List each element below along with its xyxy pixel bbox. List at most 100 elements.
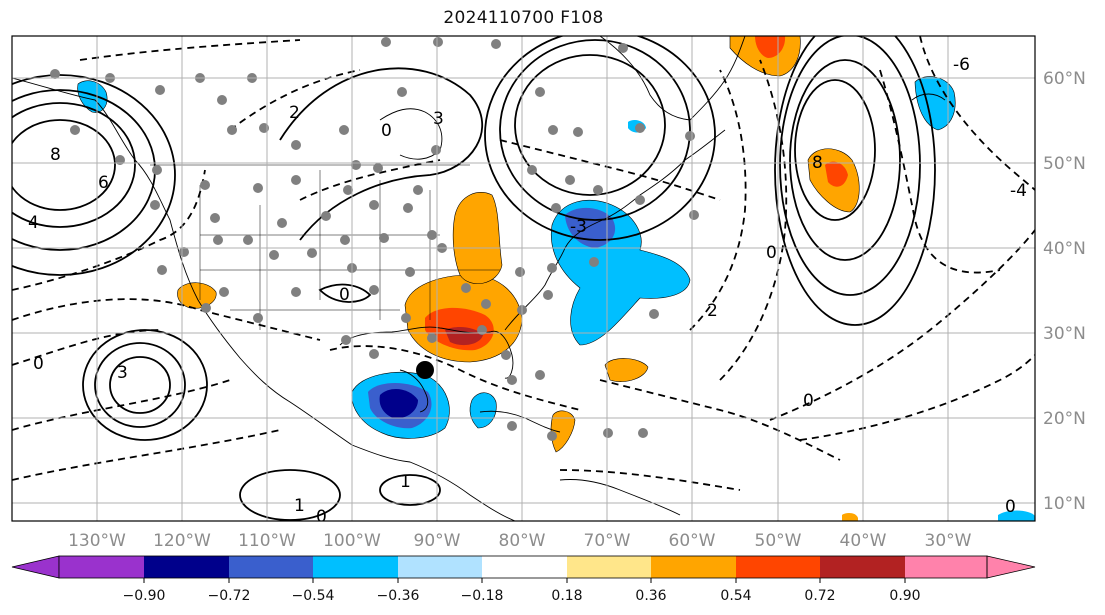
lon-label: 90°W	[414, 531, 461, 551]
colorbar-bin	[820, 556, 905, 578]
contour-canada-2	[499, 39, 691, 221]
dashed-east-6	[919, 36, 1035, 191]
contour-label: 0	[316, 507, 327, 527]
political-borders	[150, 164, 500, 330]
north-america-west-coast	[12, 77, 516, 521]
colorbar-tick-label: −0.36	[377, 588, 420, 604]
iceland	[911, 93, 946, 101]
colorbar-tick-label: −0.90	[123, 588, 166, 604]
latitude-labels: 60°N 50°N 40°N 30°N 20°N 10°N	[1043, 69, 1086, 514]
dashed-north-1	[79, 39, 301, 61]
lon-label: 100°W	[323, 531, 381, 551]
colorbar-bin	[229, 556, 313, 578]
contour-label: 8	[50, 145, 61, 165]
contour-label: 0	[1005, 497, 1016, 517]
contour-label: 6	[98, 173, 109, 193]
lat-label: 30°N	[1043, 324, 1086, 344]
colorbar-tick-label: 0.72	[804, 588, 835, 604]
gulf-coast	[339, 326, 514, 379]
lon-label: 70°W	[584, 531, 631, 551]
contour-label: 8	[812, 153, 823, 173]
dashed-east-3	[769, 229, 1035, 421]
map-title: 2024110700 F108	[443, 8, 604, 28]
height-contours	[12, 36, 936, 521]
colorbar-extend-low	[11, 555, 60, 579]
colorbar-bin	[651, 556, 736, 578]
contour-south-1	[239, 469, 341, 521]
contour-label: 1	[294, 496, 305, 516]
colorbar: −0.90 −0.72 −0.54 −0.36 −0.18 0.18 0.36 …	[11, 555, 1036, 604]
lon-label: 80°W	[499, 531, 546, 551]
positive-anomaly-bottom	[842, 513, 858, 521]
negative-anomaly-gulf-low-core	[379, 388, 418, 419]
dashed-atlantic-1	[599, 379, 841, 461]
contour-label: 0	[381, 121, 392, 141]
dashed-central-2	[229, 69, 361, 131]
contour-label: 1	[400, 472, 411, 492]
colorbar-bin	[482, 556, 567, 578]
yucatan	[399, 369, 429, 413]
contour-label: 2	[707, 301, 718, 321]
contour-atlantic-ridge-2	[789, 59, 901, 261]
lon-label: 110°W	[238, 531, 296, 551]
positive-anomaly-great-lakes	[452, 192, 503, 284]
contour-us-wave-2	[318, 283, 372, 303]
contour-ne-pacific-1	[12, 119, 116, 211]
height-contours-dashed	[12, 36, 1035, 491]
dashed-west-4	[12, 379, 231, 431]
dashed-west-2	[12, 298, 321, 341]
dashed-east-2	[719, 59, 788, 381]
contour-label: 4	[28, 213, 39, 233]
contour-label: 0	[339, 285, 350, 305]
contour-label: 0	[766, 243, 777, 263]
colorbar-tick-label: 0.54	[720, 588, 751, 604]
contour-label: 3	[117, 363, 128, 383]
south-america	[559, 479, 681, 516]
gridlines	[12, 36, 1035, 521]
lat-label: 20°N	[1043, 409, 1086, 429]
dashed-east-1	[689, 69, 747, 331]
contour-label: -4	[1010, 181, 1027, 201]
contour-label: 2	[289, 103, 300, 123]
lat-label: 10°N	[1043, 494, 1086, 514]
storm-center-marker	[416, 361, 434, 379]
contour-label: -6	[953, 55, 970, 75]
contour-south-2	[379, 474, 441, 506]
contour-label: -3	[570, 217, 587, 237]
colorbar-bin	[736, 556, 820, 578]
dashed-west-1	[12, 169, 206, 291]
colorbar-tick-label: 0.36	[635, 588, 666, 604]
contour-atlantic-ridge-3	[779, 36, 921, 296]
dashed-west-5	[12, 429, 281, 481]
colorbar-extend-high	[986, 555, 1036, 579]
contour-label: 0	[803, 391, 814, 411]
longitude-labels: 130°W 120°W 110°W 100°W 90°W 80°W 70°W 6…	[68, 531, 972, 551]
lon-label: 40°W	[840, 531, 887, 551]
lon-label: 50°W	[755, 531, 802, 551]
map-panel	[12, 36, 1035, 521]
contour-label: 0	[33, 354, 44, 374]
dashed-gulf-1	[329, 345, 581, 411]
dashed-central-1	[299, 159, 441, 201]
contour-us-wave-1	[279, 67, 483, 241]
dashed-atlantic-2	[559, 469, 741, 491]
dashed-west-3	[12, 329, 161, 366]
colorbar-tick-label: −0.18	[461, 588, 504, 604]
colorbar-tick-label: 0.90	[889, 588, 920, 604]
contour-canada-3	[484, 36, 716, 241]
negative-anomaly-iceland	[914, 76, 956, 131]
lon-label: 120°W	[153, 531, 211, 551]
colorbar-bin	[313, 556, 398, 578]
negative-anomaly-cuba	[469, 392, 497, 429]
lon-label: 60°W	[669, 531, 716, 551]
hudson-bay	[379, 108, 443, 160]
contour-central-pacific-2	[94, 342, 186, 428]
dashed-east-4	[799, 354, 1035, 441]
contour-canada-1	[514, 54, 666, 196]
colorbar-bin	[59, 556, 144, 578]
lon-label: 130°W	[68, 531, 126, 551]
contour-atlantic-ridge-1	[794, 79, 876, 221]
colorbar-bin	[144, 556, 229, 578]
map-frame	[11, 35, 1036, 522]
